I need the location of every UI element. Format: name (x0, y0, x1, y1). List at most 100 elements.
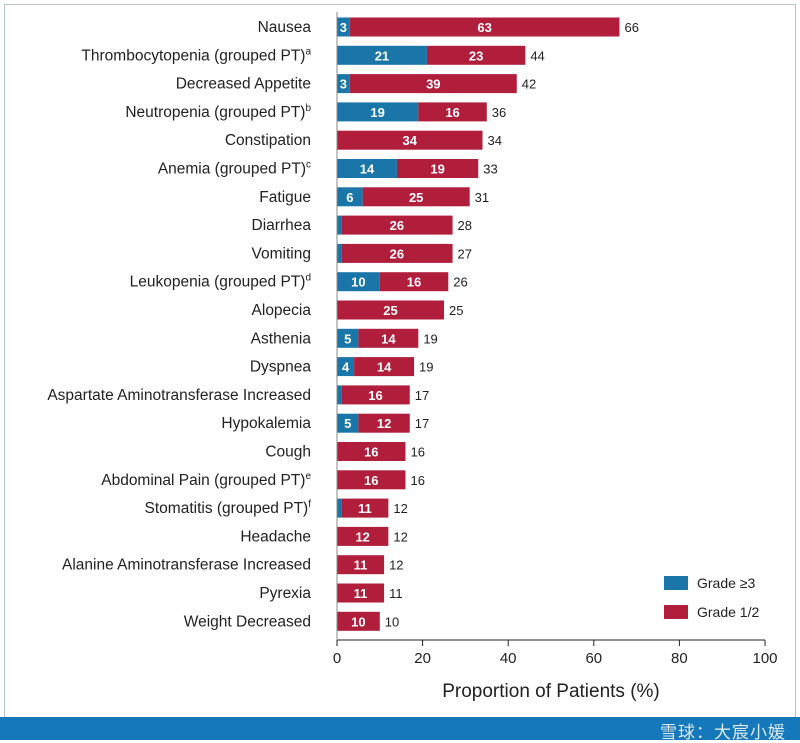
bar-grade12 (426, 45, 526, 65)
bar-grade3-label: 4 (342, 360, 350, 375)
bar-grade12-label: 14 (377, 360, 392, 375)
bar-grade3 (337, 45, 427, 65)
bar-total-label: 11 (389, 586, 403, 601)
bar-total-label: 16 (410, 445, 424, 460)
bar-grade12-label: 26 (390, 246, 404, 261)
bar-total-label: 10 (385, 614, 399, 629)
bar-grade12-label: 63 (477, 20, 491, 35)
category-label: Leukopenia (grouped PT)d (130, 273, 311, 291)
bar-grade12 (358, 413, 410, 433)
x-axis: 0 20 40 60 80 100 (333, 12, 778, 667)
category-label: Pyrexia (259, 585, 311, 602)
bar-grade3-label: 21 (375, 48, 389, 63)
bar-grade12-label: 26 (390, 218, 404, 233)
bar-grade12 (349, 74, 517, 94)
legend: Grade ≥3 Grade 1/2 (664, 575, 759, 620)
category-label: Fatigue (259, 189, 311, 206)
category-label: Neutropenia (grouped PT)b (125, 103, 311, 121)
bar-total-label: 33 (483, 162, 497, 177)
bar-total-label: 42 (522, 77, 536, 92)
watermark-text: 雪球：大宸小媛 (660, 723, 786, 743)
bar-grade12 (358, 328, 419, 348)
bar-grade3-label: 10 (351, 275, 365, 290)
bar-total-label: 27 (458, 246, 472, 261)
bar-grade3-label: 3 (340, 77, 347, 92)
bar-grade3 (337, 159, 397, 178)
bar-total-label: 31 (475, 190, 489, 205)
category-label: Aspartate Aminotransferase Increased (47, 387, 311, 404)
bar-grade3-label: 3 (340, 20, 347, 35)
bar-total-label: 66 (624, 20, 638, 35)
bar-total-label: 12 (393, 501, 407, 516)
bar-grade12-label: 11 (354, 558, 368, 573)
category-label: Headache (240, 528, 311, 545)
category-label: Hypokalemia (221, 415, 311, 432)
bar-grade12 (362, 187, 470, 207)
bar-grade3 (337, 187, 363, 207)
footer-band: 雪球：大宸小媛 (0, 717, 800, 743)
legend-swatch (664, 605, 688, 619)
bar-grade3 (337, 17, 350, 37)
bar-grade12-label: 34 (403, 133, 418, 148)
x-tick-label: 60 (585, 650, 602, 667)
x-tick-label: 100 (752, 650, 777, 667)
x-axis-title: Proportion of Patients (%) (442, 681, 660, 702)
bar-total-label: 36 (492, 105, 506, 120)
bar-grade12 (354, 357, 415, 377)
bar-grade12 (349, 17, 620, 37)
bars-layer: 3 63 66 21 23 44 3 39 42 19 16 36 34 34 14 19 33 6 25 31 26 2… (337, 17, 639, 631)
adverse-events-bar-chart: 3 63 66 21 23 44 3 39 42 19 16 36 34 34 14 19 33 6 25 31 26 2… (47, 12, 778, 702)
bar-grade12-label: 16 (445, 105, 459, 120)
bar-grade12-label: 39 (426, 77, 440, 92)
bar-grade12 (379, 272, 449, 292)
bar-grade12 (337, 611, 380, 631)
category-label: Vomiting (252, 245, 311, 262)
category-label: Anemia (grouped PT)c (158, 160, 311, 178)
bar-grade3 (337, 272, 380, 292)
bar-total-label: 16 (410, 473, 424, 488)
bar-grade12-label: 16 (364, 473, 378, 488)
bar-grade3 (337, 74, 350, 94)
bar-grade3-label: 19 (370, 105, 384, 120)
bar-grade12 (396, 159, 479, 178)
bar-grade3 (337, 498, 342, 518)
category-label: Stomatitis (grouped PT)f (145, 499, 312, 517)
bar-grade3 (337, 385, 342, 405)
bar-grade3 (337, 215, 342, 235)
category-label: Abdominal Pain (grouped PT)e (101, 471, 311, 489)
bar-grade12 (337, 130, 483, 150)
bar-grade12 (341, 498, 389, 518)
bar-grade12-label: 19 (430, 162, 444, 177)
bar-grade12-label: 12 (355, 529, 369, 544)
bar-grade12 (341, 385, 410, 405)
bar-total-label: 26 (453, 275, 467, 290)
x-tick-label: 0 (333, 650, 341, 667)
bar-grade12-label: 14 (381, 331, 396, 346)
bar-grade12 (337, 300, 444, 320)
bar-total-label: 25 (449, 303, 463, 318)
bar-grade3 (337, 243, 342, 263)
bar-grade3 (337, 102, 419, 122)
footnote-marker: b (305, 103, 311, 114)
bar-total-label: 44 (530, 48, 544, 63)
bar-total-label: 34 (488, 133, 502, 148)
bar-grade3-label: 6 (346, 190, 353, 205)
bar-grade12 (337, 470, 406, 490)
legend-label: Grade 1/2 (697, 604, 759, 620)
bar-grade12-label: 23 (469, 48, 483, 63)
category-label: Alanine Aminotransferase Increased (62, 557, 311, 574)
bar-grade12 (341, 243, 453, 263)
category-label: Alopecia (252, 302, 312, 319)
category-label: Thrombocytopenia (grouped PT)a (81, 46, 311, 64)
bar-total-label: 19 (419, 360, 433, 375)
bar-grade12-label: 10 (351, 614, 365, 629)
bar-grade12 (337, 555, 385, 575)
bar-grade3 (337, 328, 359, 348)
legend-label: Grade ≥3 (697, 575, 755, 591)
footnote-marker: a (305, 46, 311, 57)
legend-swatch (664, 576, 688, 590)
bar-grade12-label: 16 (407, 275, 421, 290)
category-label: Cough (265, 444, 311, 461)
footnote-marker: f (308, 499, 311, 510)
bar-grade12 (337, 583, 385, 603)
